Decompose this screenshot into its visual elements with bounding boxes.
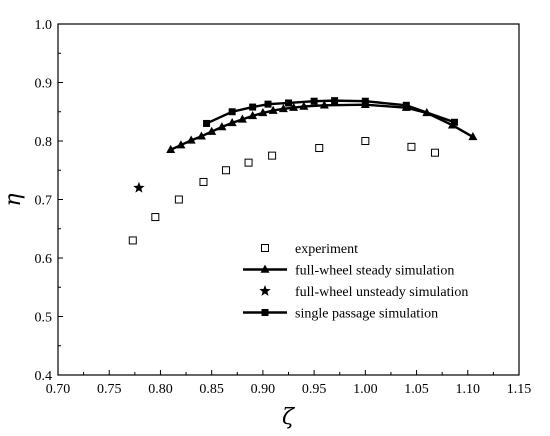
data-point (222, 166, 231, 175)
y-tick-label: 0.9 (35, 77, 53, 92)
x-tick-label: 0.85 (199, 382, 224, 397)
plot-area (57, 23, 520, 376)
data-point (430, 148, 439, 157)
data-point (128, 236, 137, 245)
data-point (174, 195, 183, 204)
series-2 (166, 99, 478, 154)
data-point (268, 151, 277, 160)
x-tick-label: 1.15 (507, 382, 532, 397)
series-3 (133, 181, 145, 193)
x-tick-label: 1.05 (404, 382, 429, 397)
data-point (199, 177, 208, 186)
legend-item: single passage simulation (243, 307, 438, 322)
legend-item: full-wheel unsteady simulation (259, 285, 468, 300)
legend-label: experiment (295, 242, 358, 257)
x-tick-label: 0.90 (251, 382, 276, 397)
x-axis-title: ζ (282, 405, 296, 430)
data-point (166, 144, 176, 154)
legend-label: single passage simulation (295, 307, 438, 322)
data-point (196, 131, 206, 140)
data-point (361, 97, 369, 105)
legend: experiment full-wheel steady simulation fu… (243, 242, 468, 322)
data-point (278, 103, 288, 113)
series-4 (203, 97, 458, 127)
series-line (206, 99, 455, 125)
y-tick-label: 0.5 (35, 311, 53, 326)
data-point (207, 126, 217, 135)
data-point (407, 142, 416, 151)
legend-marker (261, 309, 269, 316)
data-point (133, 181, 145, 193)
x-tick-label: 0.70 (46, 382, 71, 397)
y-tick-label: 0.4 (35, 369, 53, 384)
data-point (310, 97, 318, 105)
y-tick-label: 0.6 (35, 252, 53, 267)
y-tick-label: 0.7 (35, 194, 53, 209)
data-point (331, 97, 339, 105)
data-point (186, 135, 196, 144)
data-point (248, 110, 258, 120)
legend-item: full-wheel steady simulation (243, 264, 454, 279)
x-tick-label: 0.75 (97, 382, 122, 397)
data-point (319, 100, 329, 109)
data-point (227, 118, 237, 127)
legend-marker (259, 285, 271, 296)
data-point (151, 213, 160, 222)
legend-item: experiment (261, 242, 358, 257)
data-point (176, 140, 186, 149)
x-tick-label: 0.95 (302, 382, 327, 397)
data-point (315, 144, 324, 153)
series-1 (128, 137, 439, 245)
data-point (228, 108, 236, 116)
legend-marker (261, 244, 269, 252)
data-point (268, 105, 278, 114)
y-axis-title: η (1, 193, 26, 206)
legend-label: full-wheel unsteady simulation (295, 285, 468, 300)
data-point (244, 158, 253, 167)
data-point (249, 103, 257, 111)
data-point (217, 122, 227, 131)
data-point (299, 101, 309, 110)
x-tick-label: 1.00 (353, 382, 378, 397)
data-point (361, 137, 370, 145)
data-point (237, 114, 247, 123)
data-point (203, 119, 211, 127)
y-axis: 0.4 0.5 0.6 0.7 0.8 0.9 1.0 (35, 18, 63, 384)
x-tick-label: 0.80 (148, 382, 173, 397)
legend-marker (260, 264, 270, 273)
data-point (285, 99, 292, 107)
legend-label: full-wheel steady simulation (295, 264, 454, 279)
data-point (402, 101, 410, 109)
x-tick-label: 1.10 (456, 382, 481, 397)
series-layer (128, 97, 478, 245)
x-axis: 0.70 0.75 0.80 0.85 0.90 0.95 1.00 1.05 1.10 1.15 (46, 370, 532, 397)
data-point (264, 100, 272, 108)
data-point (468, 132, 478, 141)
y-tick-label: 1.0 (35, 18, 53, 33)
data-point (450, 118, 458, 126)
data-point (289, 102, 299, 111)
y-tick-label: 0.8 (35, 135, 53, 150)
plot-frame (57, 23, 520, 376)
data-point (258, 108, 268, 117)
